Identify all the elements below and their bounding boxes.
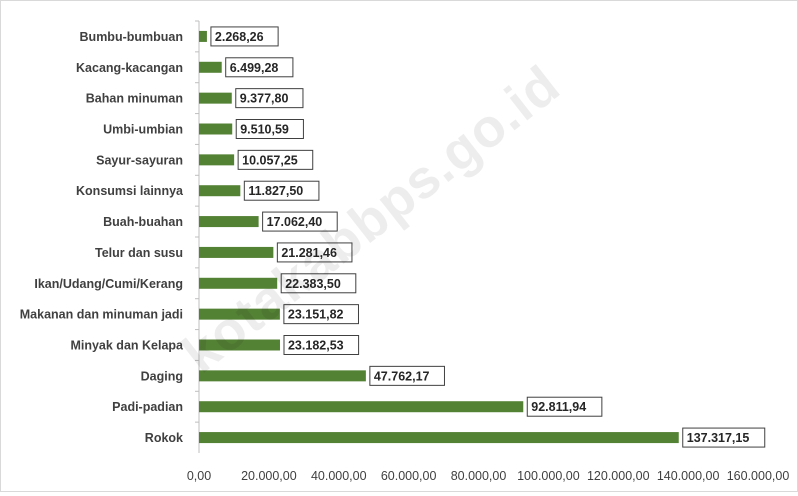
bar: [199, 370, 366, 382]
bar: [199, 401, 524, 413]
category-label: Kacang-kacangan: [76, 61, 183, 75]
data-label: 17.062,40: [267, 215, 323, 229]
data-label: 23.151,82: [288, 308, 344, 322]
x-tick-label: 160.000,00: [727, 469, 790, 483]
data-label-box: [243, 180, 320, 201]
category-label: Umbi-umbian: [103, 123, 183, 137]
category-label: Buah-buahan: [103, 215, 183, 229]
x-tick-label: 120.000,00: [587, 469, 650, 483]
category-label: Telur dan susu: [95, 246, 183, 260]
bar: [199, 277, 278, 289]
data-label: 47.762,17: [374, 369, 430, 383]
bar: [199, 216, 259, 228]
category-label: Makanan dan minuman jadi: [20, 308, 183, 322]
data-label-box: [526, 396, 603, 417]
bar: [199, 61, 222, 73]
data-label-box: [276, 242, 353, 263]
bar: [199, 185, 241, 197]
data-label: 11.827,50: [248, 184, 303, 198]
bar: [199, 123, 233, 135]
category-label: Bumbu-bumbuan: [80, 30, 183, 44]
x-tick-label: 100.000,00: [517, 469, 580, 483]
data-label: 6.499,28: [230, 61, 279, 75]
data-label-box: [283, 304, 359, 325]
category-label: Bahan minuman: [86, 92, 183, 106]
bar: [199, 154, 235, 166]
x-tick-label: 20.000,00: [241, 469, 297, 483]
category-label: Konsumsi lainnya: [76, 184, 184, 198]
data-label-box: [235, 119, 304, 139]
x-tick-label: 60.000,00: [381, 469, 437, 483]
category-label: Minyak dan Kelapa: [70, 339, 184, 353]
data-label: 21.281,46: [281, 246, 337, 260]
data-label: 9.510,59: [240, 123, 289, 137]
bar: [199, 246, 274, 258]
data-label-box: [369, 365, 445, 386]
data-label-box: [225, 57, 294, 78]
data-label-box: [262, 211, 338, 232]
data-label: 137.317,15: [687, 431, 750, 445]
data-label-box: [283, 335, 360, 355]
data-label: 22.383,50: [285, 277, 341, 291]
data-label: 9.377,80: [240, 92, 289, 106]
data-label-box: [237, 149, 314, 170]
category-label: Daging: [141, 369, 183, 383]
x-tick-label: 140.000,00: [657, 469, 720, 483]
category-label: Rokok: [145, 431, 183, 445]
bar: [199, 308, 280, 320]
bar: [199, 432, 679, 444]
data-label: 10.057,25: [242, 153, 298, 167]
category-label: Sayur-sayuran: [96, 153, 183, 167]
bar: [199, 30, 207, 42]
data-label: 23.182,53: [288, 339, 344, 353]
data-label-box: [210, 26, 279, 47]
x-tick-label: 0,00: [187, 469, 211, 483]
data-label-box: [682, 427, 766, 448]
x-tick-label: 80.000,00: [451, 469, 507, 483]
data-label: 2.268,26: [215, 30, 264, 44]
bar: [199, 92, 232, 104]
data-label-box: [280, 273, 357, 294]
category-label: Ikan/Udang/Cumi/Kerang: [34, 277, 183, 291]
data-label: 92.811,94: [531, 400, 586, 414]
data-label-box: [235, 88, 304, 109]
x-tick-label: 40.000,00: [311, 469, 367, 483]
category-label: Padi-padian: [112, 400, 183, 414]
bar: [199, 339, 280, 351]
